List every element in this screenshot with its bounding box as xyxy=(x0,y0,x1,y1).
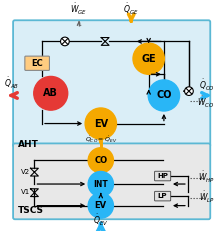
Text: $\dot{Q}_{CO}$: $\dot{Q}_{CO}$ xyxy=(199,78,214,93)
Text: $\dot{W}_{HP}$: $\dot{W}_{HP}$ xyxy=(198,170,214,185)
Text: CO: CO xyxy=(94,156,107,165)
FancyBboxPatch shape xyxy=(13,143,210,219)
FancyBboxPatch shape xyxy=(155,191,171,201)
Text: V1: V1 xyxy=(21,189,30,195)
Text: $\dot{Q}_{EV}$: $\dot{Q}_{EV}$ xyxy=(93,213,109,228)
Text: EC: EC xyxy=(31,59,43,68)
Text: AB: AB xyxy=(43,88,58,98)
Text: CO: CO xyxy=(156,91,172,100)
Text: $\dot{W}_{LP}$: $\dot{W}_{LP}$ xyxy=(199,190,214,205)
Text: GE: GE xyxy=(141,54,156,64)
Circle shape xyxy=(133,43,164,74)
Circle shape xyxy=(60,37,69,46)
Text: INT: INT xyxy=(94,179,108,188)
Circle shape xyxy=(185,87,193,95)
Circle shape xyxy=(85,108,117,139)
Text: $\dot{W}_{GE}$: $\dot{W}_{GE}$ xyxy=(71,1,88,17)
Text: $\dot{Q}_{AB}$: $\dot{Q}_{AB}$ xyxy=(4,76,19,91)
Circle shape xyxy=(148,80,180,111)
Text: TSCS: TSCS xyxy=(18,206,44,215)
Text: $\dot{Q}_{GE}$: $\dot{Q}_{GE}$ xyxy=(124,1,139,17)
Circle shape xyxy=(88,148,113,173)
Text: $\dot{Q}_{CO}=\dot{Q}_{EV}$: $\dot{Q}_{CO}=\dot{Q}_{EV}$ xyxy=(85,134,117,145)
Text: V2: V2 xyxy=(21,169,30,175)
Text: EV: EV xyxy=(94,119,108,128)
FancyBboxPatch shape xyxy=(13,20,210,147)
Text: HP: HP xyxy=(157,173,168,179)
Text: LP: LP xyxy=(158,193,167,199)
Text: EV: EV xyxy=(95,201,107,210)
Circle shape xyxy=(88,193,113,218)
FancyBboxPatch shape xyxy=(25,56,49,70)
Text: AHT: AHT xyxy=(18,140,39,149)
FancyBboxPatch shape xyxy=(155,171,171,181)
Circle shape xyxy=(34,76,68,110)
Text: $\dot{W}_{CO}$: $\dot{W}_{CO}$ xyxy=(197,94,214,109)
Circle shape xyxy=(88,171,113,197)
